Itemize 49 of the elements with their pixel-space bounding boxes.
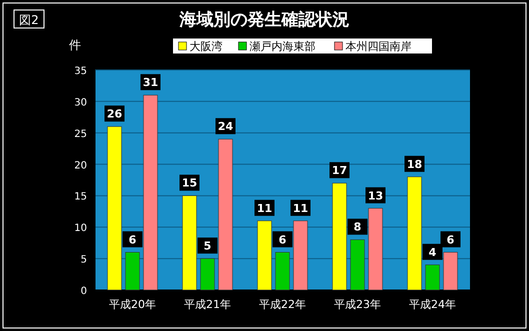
bar (257, 220, 272, 290)
data-label: 18 (406, 158, 422, 171)
x-tick-label: 平成22年 (259, 298, 306, 311)
legend-label: 大阪湾 (190, 40, 222, 53)
data-label: 24 (218, 120, 234, 134)
data-label: 11 (292, 202, 308, 215)
bar (368, 208, 383, 290)
bar (182, 195, 197, 290)
bar (275, 252, 290, 290)
bar (407, 176, 422, 290)
x-tick-label: 平成20年 (109, 298, 156, 311)
bar (107, 126, 122, 290)
y-tick-label: 20 (74, 160, 87, 172)
data-label: 4 (428, 246, 437, 259)
y-tick-label: 25 (74, 128, 87, 140)
data-label: 6 (446, 233, 455, 246)
bar (143, 94, 158, 290)
y-tick-label: 35 (74, 66, 87, 77)
bar (293, 220, 308, 290)
data-label: 8 (354, 220, 362, 234)
data-label: 31 (142, 76, 158, 90)
x-tick-label: 平成24年 (409, 298, 456, 311)
data-label: 6 (278, 233, 287, 246)
data-label: 6 (128, 233, 137, 246)
caption: 図2 (19, 13, 39, 27)
y-axis-title: 件 (69, 38, 81, 52)
bar (218, 138, 233, 290)
chart-title: 海域別の発生確認状況 (178, 10, 350, 30)
y-tick-label: 5 (80, 254, 87, 266)
data-label: 17 (332, 164, 348, 178)
bar (200, 258, 215, 290)
data-label: 26 (106, 108, 122, 121)
data-label: 15 (182, 176, 198, 190)
x-tick-label: 平成21年 (184, 298, 231, 311)
bar (350, 239, 365, 290)
bar (425, 264, 440, 290)
legend-label: 瀬戸内海東部 (250, 40, 316, 53)
bar (443, 252, 458, 290)
data-label: 5 (204, 240, 212, 253)
y-tick-label: 0 (80, 286, 87, 297)
x-tick-label: 平成23年 (334, 298, 381, 311)
data-label: 11 (256, 202, 272, 215)
data-label: 13 (368, 189, 384, 202)
bar (332, 182, 347, 290)
y-tick-label: 10 (74, 223, 87, 234)
legend-label: 本州四国南岸 (346, 40, 412, 53)
y-tick-label: 30 (74, 97, 87, 108)
y-tick-label: 15 (74, 192, 87, 203)
bar (125, 252, 140, 290)
